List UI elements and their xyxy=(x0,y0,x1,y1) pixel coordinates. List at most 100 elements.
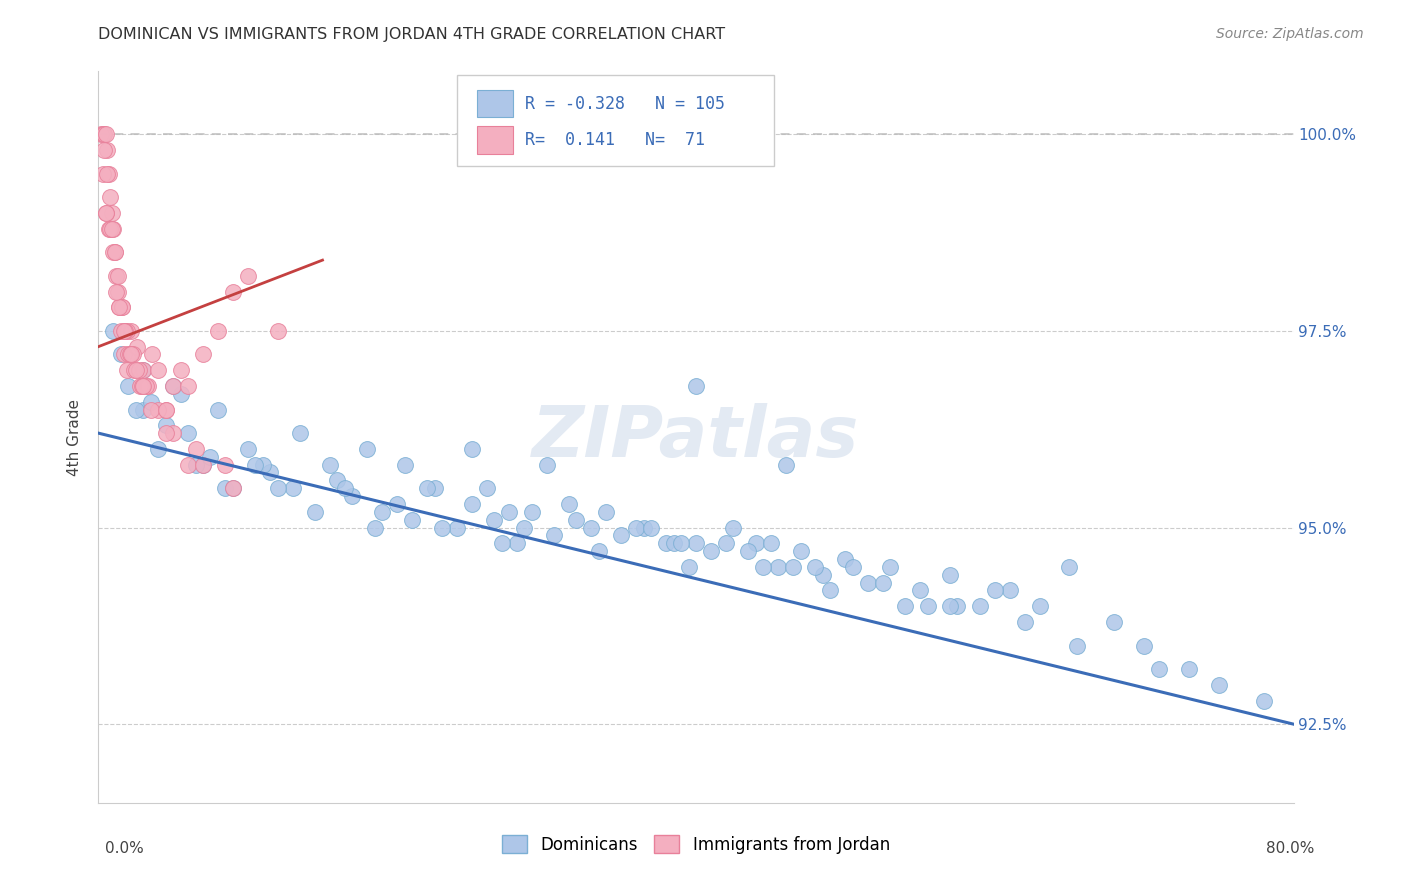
Point xyxy=(191,458,214,472)
Point xyxy=(342,489,364,503)
Point xyxy=(127,340,149,354)
Point xyxy=(304,505,326,519)
Point xyxy=(169,387,191,401)
Point xyxy=(506,536,529,550)
Point xyxy=(872,575,894,590)
Point xyxy=(90,128,112,142)
Point xyxy=(132,402,155,417)
Point xyxy=(1208,678,1230,692)
Point xyxy=(114,324,136,338)
Legend: Dominicans, Immigrants from Jordan: Dominicans, Immigrants from Jordan xyxy=(495,829,897,860)
Point xyxy=(97,221,120,235)
Point xyxy=(222,285,245,299)
Point xyxy=(96,143,118,157)
Point xyxy=(103,245,125,260)
Point xyxy=(319,458,342,472)
Point xyxy=(820,583,842,598)
Point xyxy=(1104,615,1126,629)
Point xyxy=(498,505,520,519)
Point xyxy=(103,221,125,235)
Point xyxy=(811,567,834,582)
Point xyxy=(1253,693,1275,707)
Point xyxy=(132,379,155,393)
Point xyxy=(259,466,281,480)
Point xyxy=(766,559,789,574)
Point xyxy=(856,575,879,590)
Point xyxy=(939,567,962,582)
Point xyxy=(834,552,856,566)
Point xyxy=(536,458,558,472)
Point xyxy=(364,520,387,534)
Point xyxy=(879,559,901,574)
Text: R = -0.328   N = 105: R = -0.328 N = 105 xyxy=(524,95,725,112)
Point xyxy=(110,347,132,361)
Point xyxy=(94,206,117,220)
Text: Source: ZipAtlas.com: Source: ZipAtlas.com xyxy=(1216,27,1364,41)
Point xyxy=(184,442,207,456)
Point xyxy=(222,481,245,495)
Point xyxy=(191,458,214,472)
Point xyxy=(108,301,131,315)
Point xyxy=(789,544,811,558)
Point xyxy=(1059,559,1081,574)
Point xyxy=(423,481,446,495)
Point xyxy=(177,379,200,393)
Point xyxy=(101,206,124,220)
Point xyxy=(111,301,134,315)
Point xyxy=(131,379,153,393)
Point xyxy=(484,513,506,527)
Point xyxy=(128,363,150,377)
Point xyxy=(184,458,207,472)
Point xyxy=(446,520,468,534)
Point xyxy=(155,402,177,417)
FancyBboxPatch shape xyxy=(477,126,513,154)
Point xyxy=(135,379,157,393)
Point xyxy=(917,599,939,614)
Point xyxy=(558,497,581,511)
Point xyxy=(115,363,138,377)
Point xyxy=(626,520,648,534)
Point xyxy=(155,402,177,417)
Point xyxy=(125,402,148,417)
Point xyxy=(132,363,155,377)
Point xyxy=(1133,639,1156,653)
Text: ZIPatlas: ZIPatlas xyxy=(533,402,859,472)
Point xyxy=(98,221,122,235)
Point xyxy=(669,536,692,550)
Point xyxy=(139,394,162,409)
Y-axis label: 4th Grade: 4th Grade xyxy=(67,399,83,475)
Point xyxy=(245,458,267,472)
Point xyxy=(148,363,170,377)
Point xyxy=(117,379,139,393)
Point xyxy=(655,536,678,550)
Point xyxy=(461,442,484,456)
Point xyxy=(430,520,453,534)
Point xyxy=(894,599,917,614)
Point xyxy=(252,458,274,472)
Point xyxy=(288,426,311,441)
Point xyxy=(104,245,127,260)
Point xyxy=(775,458,797,472)
Point xyxy=(416,481,439,495)
Point xyxy=(93,128,115,142)
Point xyxy=(104,245,127,260)
Point xyxy=(222,481,245,495)
Point xyxy=(120,347,142,361)
Point xyxy=(520,505,543,519)
Point xyxy=(737,544,759,558)
Point xyxy=(565,513,588,527)
Point xyxy=(759,536,782,550)
Point xyxy=(1066,639,1088,653)
Point xyxy=(148,442,170,456)
Point xyxy=(543,528,565,542)
Point xyxy=(595,505,617,519)
Point xyxy=(752,559,775,574)
Point xyxy=(1147,662,1170,676)
Point xyxy=(112,347,135,361)
Point xyxy=(804,559,827,574)
FancyBboxPatch shape xyxy=(457,75,773,167)
Point xyxy=(105,285,128,299)
Point xyxy=(236,442,259,456)
Point xyxy=(111,301,134,315)
Point xyxy=(191,347,214,361)
